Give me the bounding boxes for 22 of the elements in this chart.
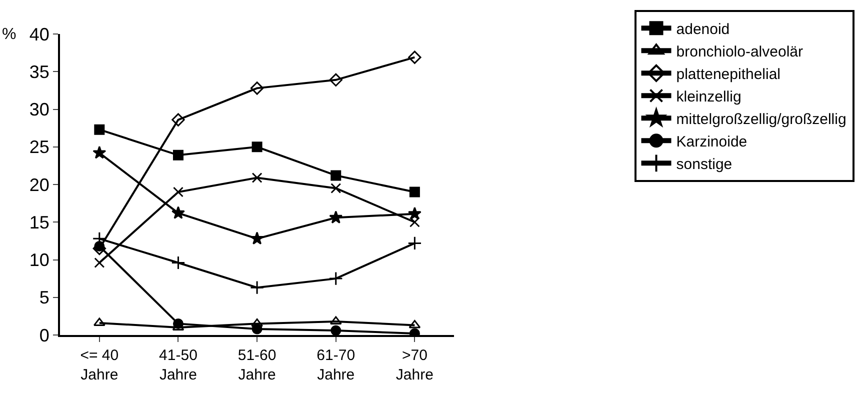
y-tick-label: 25	[29, 137, 50, 158]
x-tick-label: 51-60 Jahre	[238, 347, 276, 384]
y-tick-label: 10	[29, 250, 50, 270]
legend-label: bronchiolo-alveolär	[676, 44, 804, 61]
y-tick-label: 15	[29, 212, 50, 232]
legend-label: plattenepithelial	[676, 66, 781, 84]
x-tick-label: 61-70 Jahre	[316, 347, 356, 384]
y-axis-title: %	[2, 26, 16, 43]
x-tick-label: >70 Jahre	[396, 347, 434, 384]
legend-label: Karzinoide	[676, 134, 748, 151]
legend-label: adenoid	[676, 21, 730, 38]
y-tick-label: 0	[39, 325, 50, 346]
y-tick-label: 30	[29, 100, 50, 120]
legend-label: kleinzellig	[676, 88, 742, 106]
y-tick-label: 5	[39, 288, 50, 308]
legend-label: mittelgroßzellig/großzellig	[676, 111, 846, 128]
x-tick-label: 41-50 Jahre	[159, 347, 198, 384]
x-tick-label: <= 40 Jahre	[80, 347, 119, 384]
y-tick-label: 35	[29, 62, 50, 82]
legend-label: sonstige	[676, 156, 732, 174]
y-tick-label: 40	[29, 24, 50, 44]
y-tick-label: 20	[29, 174, 50, 195]
